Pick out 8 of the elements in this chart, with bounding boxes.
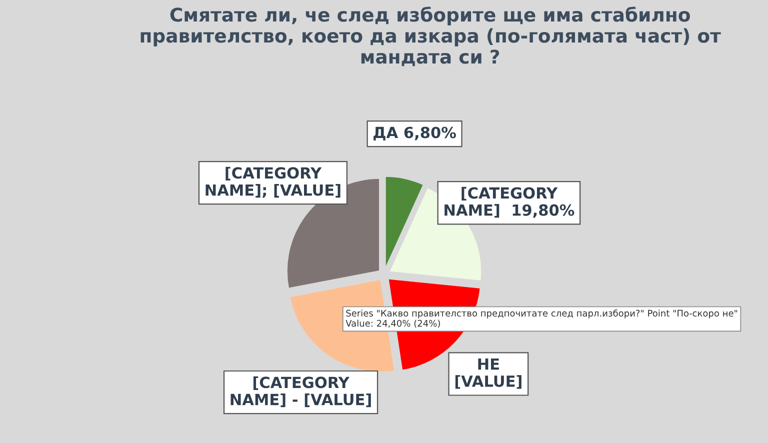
slice-label: [CATEGORY NAME] - [VALUE] (230, 376, 371, 408)
text: Series "Какво правителство предпочитате след парл.избори?" Point "По-скоро не" Value: 24,40% (24%) (346, 309, 738, 328)
slice-label: ДА 6,80% (374, 126, 456, 140)
data-label: [VALUE] (455, 375, 522, 389)
slice-label: [CATEGORY NAME]; [VALUE] (206, 166, 340, 198)
slice-label: НЕ (478, 358, 499, 370)
chart-title: Смятате ли, че след изборите ще има стабилно правителство, което да изкара (по-голямата част) от мандата си ? (140, 6, 721, 66)
slice-label: [CATEGORY NAME] 19,80% (444, 186, 574, 218)
